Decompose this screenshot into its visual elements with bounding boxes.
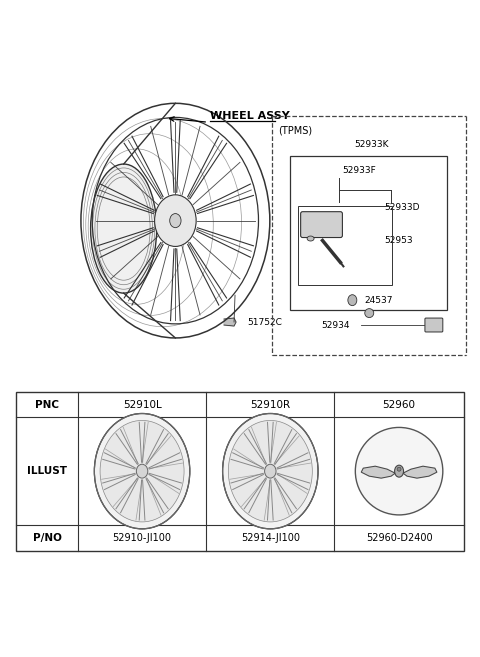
Ellipse shape <box>228 420 312 522</box>
Text: (TPMS): (TPMS) <box>278 125 312 135</box>
Polygon shape <box>361 466 395 478</box>
Ellipse shape <box>397 467 401 471</box>
Text: 52933F: 52933F <box>342 166 376 175</box>
FancyBboxPatch shape <box>300 212 342 238</box>
Text: 52910L: 52910L <box>123 399 161 409</box>
Ellipse shape <box>136 464 148 478</box>
FancyBboxPatch shape <box>425 318 443 332</box>
Polygon shape <box>403 466 437 478</box>
Ellipse shape <box>155 195 196 246</box>
Text: 52960-D2400: 52960-D2400 <box>366 533 432 543</box>
Text: 52910-JI100: 52910-JI100 <box>113 533 171 543</box>
Bar <box>298 206 392 285</box>
Ellipse shape <box>365 309 374 317</box>
Text: 52953: 52953 <box>384 236 413 245</box>
Text: WHEEL ASSY: WHEEL ASSY <box>210 111 290 122</box>
Ellipse shape <box>355 428 443 515</box>
Text: 24537: 24537 <box>364 296 393 305</box>
Ellipse shape <box>95 413 190 529</box>
Ellipse shape <box>100 420 184 522</box>
Ellipse shape <box>348 295 357 306</box>
Text: 52910R: 52910R <box>250 399 290 409</box>
Bar <box>16 392 464 551</box>
Text: 52933D: 52933D <box>384 203 420 212</box>
Bar <box>290 156 447 310</box>
Text: PNC: PNC <box>35 399 59 409</box>
Ellipse shape <box>223 413 318 529</box>
Text: 52933K: 52933K <box>354 139 388 148</box>
Text: 52914-JI100: 52914-JI100 <box>241 533 300 543</box>
Ellipse shape <box>264 464 276 478</box>
Ellipse shape <box>395 465 404 477</box>
Ellipse shape <box>307 236 314 241</box>
Ellipse shape <box>170 214 181 228</box>
Text: ILLUST: ILLUST <box>27 466 67 476</box>
Polygon shape <box>224 318 236 326</box>
Text: P/NO: P/NO <box>33 533 61 543</box>
Ellipse shape <box>91 164 157 293</box>
Text: 51752C: 51752C <box>247 317 282 327</box>
Text: 52960: 52960 <box>383 399 416 409</box>
Text: 52934: 52934 <box>322 321 350 330</box>
